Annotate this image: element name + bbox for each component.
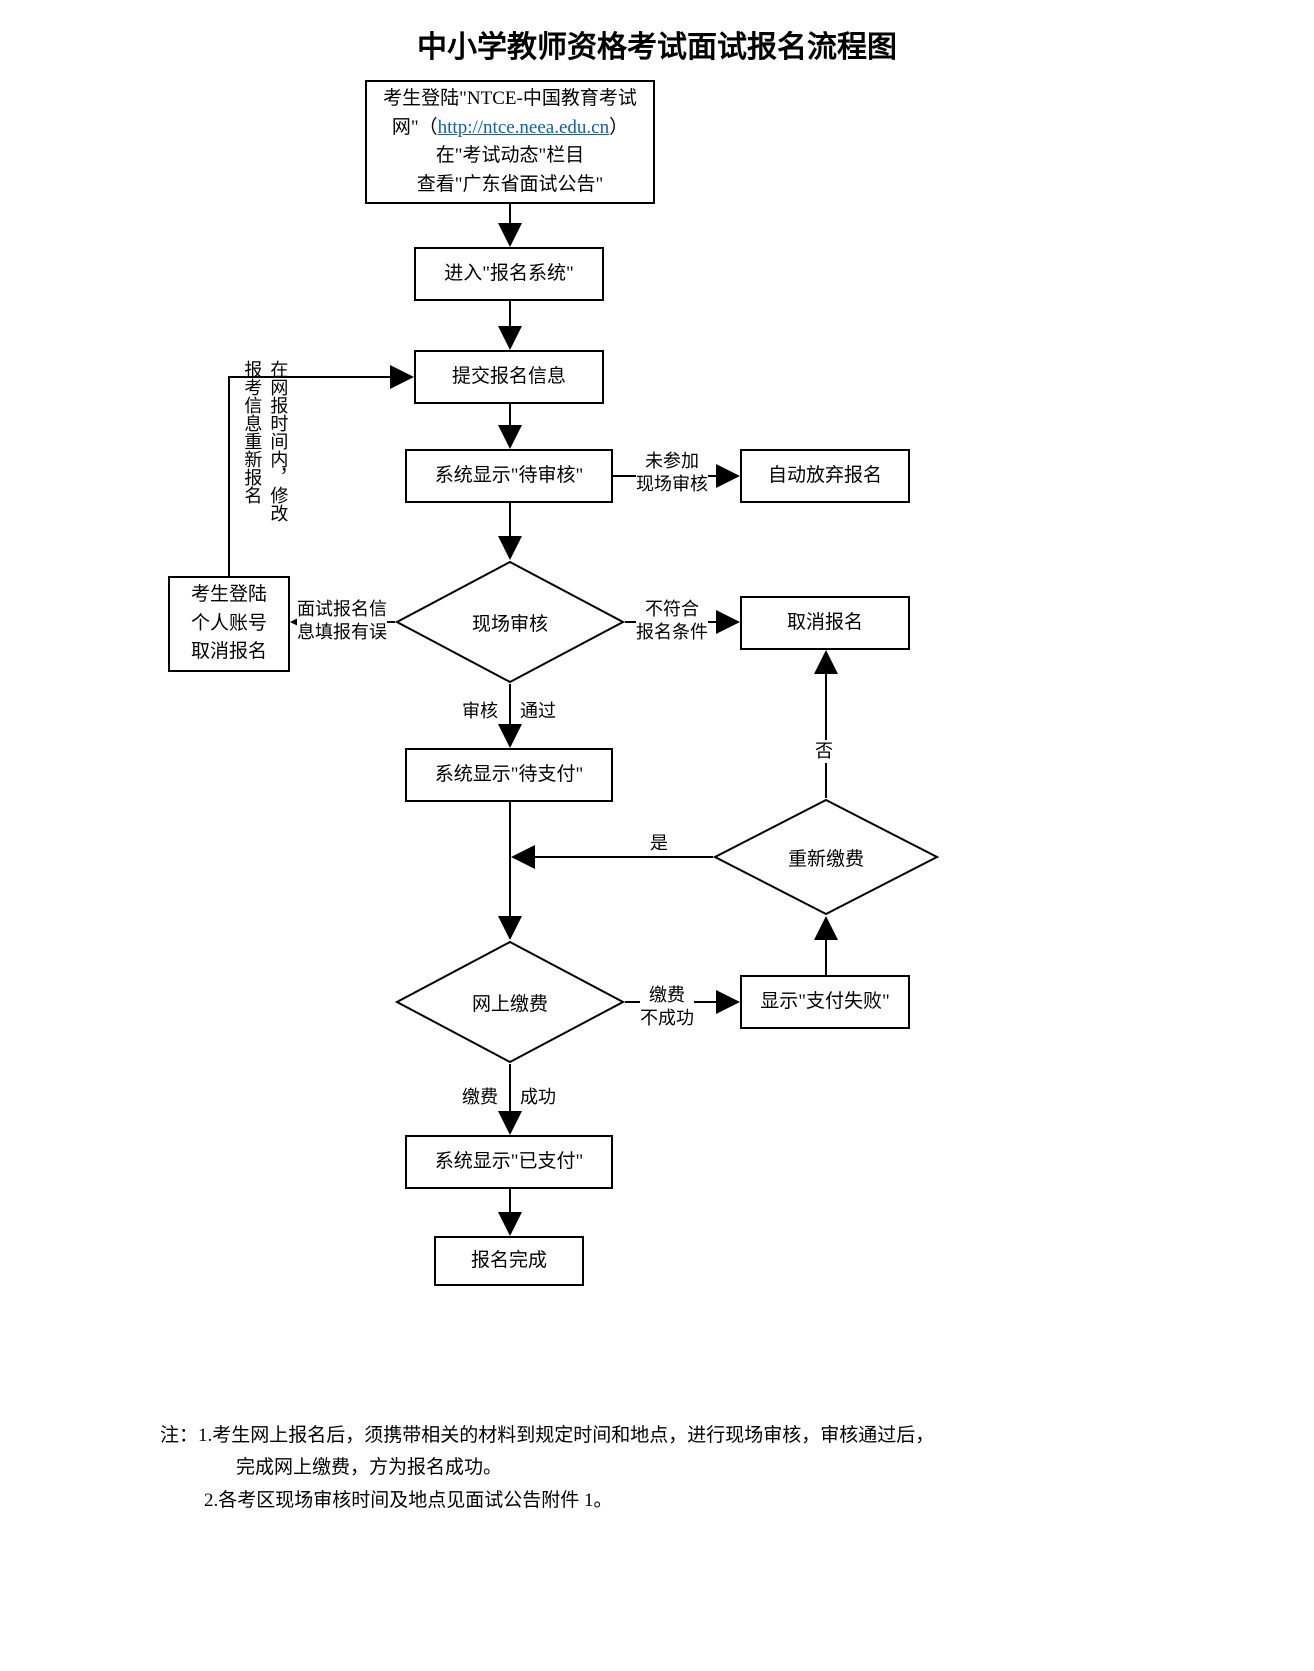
label-info-wrong: 面试报名信 息填报有误 [297,598,387,645]
ntce-link[interactable]: http://ntce.neea.edu.cn [438,117,609,138]
node-enter-system: 进入"报名系统" [414,247,604,301]
label-pay-ok-l: 缴费 [462,1086,498,1109]
label-review-pass-r: 通过 [520,700,556,723]
label-yes: 是 [650,832,668,855]
node-paid: 系统显示"已支付" [405,1135,613,1189]
note-line1b: 完成网上缴费，方为报名成功。 [236,1457,502,1478]
label-review-pass-l: 审核 [462,700,498,723]
footer-notes: 注：1.考生网上报名后，须携带相关的材料到规定时间和地点，进行现场审核，审核通过… [160,1420,1160,1517]
label-pay-fail: 缴费 不成功 [640,984,694,1031]
note-prefix: 注： [160,1425,198,1446]
node-auto-abandon: 自动放弃报名 [740,449,910,503]
node-cancel-reg: 取消报名 [740,596,910,650]
flowchart-page: 中小学教师资格考试面试报名流程图 [0,0,1314,1671]
node-done: 报名完成 [434,1236,584,1286]
node-start-text: 考生登陆"NTCE-中国教育考试网"（http://ntce.neea.edu.… [373,85,647,199]
node-submit-info: 提交报名信息 [414,350,604,404]
label-pay-ok-r: 成功 [520,1086,556,1109]
vlabel-2: 报考信息重新报名 [240,360,263,504]
label-not-onsite: 未参加 现场审核 [636,450,708,497]
node-pending-pay: 系统显示"待支付" [405,748,613,802]
node-repay: 重新缴费 [713,798,939,916]
node-cancel-login: 考生登陆 个人账号 取消报名 [168,576,290,672]
label-not-qualify: 不符合 报名条件 [636,598,708,645]
label-no: 否 [815,740,833,763]
node-start: 考生登陆"NTCE-中国教育考试网"（http://ntce.neea.edu.… [365,80,655,204]
node-online-pay: 网上缴费 [395,940,625,1064]
node-pay-fail: 显示"支付失败" [740,975,910,1029]
node-pending-review: 系统显示"待审核" [405,449,613,503]
note-line2: 2.各考区现场审核时间及地点见面试公告附件 1。 [204,1490,613,1511]
vlabel-1: 在网报时间内，修改 [266,360,289,522]
node-onsite-review: 现场审核 [395,560,625,684]
page-title: 中小学教师资格考试面试报名流程图 [0,22,1314,66]
note-line1: 1.考生网上报名后，须携带相关的材料到规定时间和地点，进行现场审核，审核通过后， [198,1425,934,1446]
